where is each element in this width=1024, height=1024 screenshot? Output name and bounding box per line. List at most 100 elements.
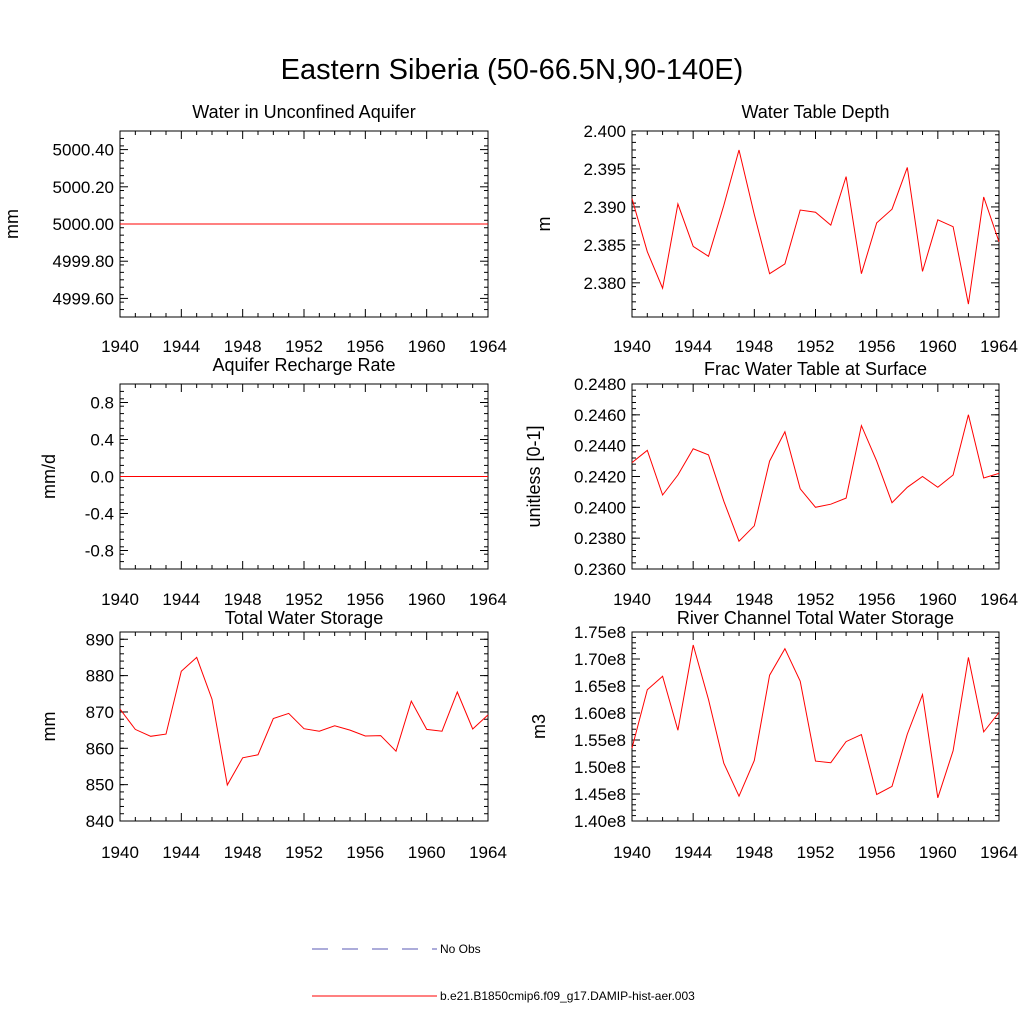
x-tick-label: 1964 <box>980 590 1018 609</box>
series-line <box>631 149 1000 305</box>
panel-title: Water in Unconfined Aquifer <box>192 102 415 122</box>
y-tick-label: -0.8 <box>85 542 114 561</box>
x-tick-label: 1952 <box>285 590 323 609</box>
x-tick-label: 1952 <box>285 337 323 356</box>
x-tick-label: 1960 <box>408 843 446 862</box>
y-tick-label: 0.0 <box>90 468 114 487</box>
x-tick-label: 1964 <box>469 337 507 356</box>
y-tick-label: 1.45e8 <box>574 785 626 804</box>
x-tick-label: 1952 <box>797 843 835 862</box>
y-tick-label: 2.385 <box>583 236 626 255</box>
panel-title: River Channel Total Water Storage <box>677 608 954 628</box>
y-axis-label: unitless [0-1] <box>524 425 544 527</box>
y-axis-label: mm <box>2 209 22 239</box>
x-tick-label: 1944 <box>162 590 200 609</box>
x-tick-label: 1964 <box>469 590 507 609</box>
y-tick-label: 1.75e8 <box>574 623 626 642</box>
y-tick-label: -0.4 <box>85 505 114 524</box>
x-tick-label: 1944 <box>674 590 712 609</box>
y-tick-label: 0.2400 <box>574 498 626 517</box>
x-tick-label: 1940 <box>101 590 139 609</box>
x-tick-label: 1964 <box>469 843 507 862</box>
panel-title: Aquifer Recharge Rate <box>212 355 395 375</box>
x-tick-label: 1948 <box>735 843 773 862</box>
plot-frame <box>631 130 1000 318</box>
panel-2: Water Table Depth m 1940 1944 1948 1952 1956 19… <box>534 102 1018 356</box>
panel-6: River Channel Total Water Storage m3 1940 1… <box>529 608 1018 862</box>
y-tick-label: 2.400 <box>583 122 626 141</box>
y-tick-label: 5000.20 <box>53 178 114 197</box>
x-tick-label: 1956 <box>346 590 384 609</box>
y-tick-label: 1.70e8 <box>574 650 626 669</box>
panel-4: Frac Water Table at Surface unitless [0-1… <box>524 359 1018 609</box>
y-tick-label: 4999.60 <box>53 289 114 308</box>
x-tick-label: 1940 <box>101 337 139 356</box>
y-tick-label: 4999.80 <box>53 252 114 271</box>
y-axis-label: m3 <box>529 714 549 739</box>
legend-no-obs-label: No Obs <box>440 942 481 956</box>
x-tick-label: 1940 <box>101 843 139 862</box>
legend-series-label: b.e21.B1850cmip6.f09_g17.DAMIP-hist-aer.… <box>440 989 695 1003</box>
y-tick-label: 880 <box>86 667 114 686</box>
plot-frame <box>631 383 1000 570</box>
x-tick-label: 1964 <box>980 843 1018 862</box>
x-tick-label: 1948 <box>224 843 262 862</box>
y-tick-label: 0.2480 <box>574 375 626 394</box>
panel-title: Water Table Depth <box>741 102 889 122</box>
y-tick-label: 870 <box>86 703 114 722</box>
x-tick-label: 1952 <box>797 590 835 609</box>
x-tick-label: 1960 <box>919 590 957 609</box>
y-tick-label: 0.2360 <box>574 560 626 579</box>
y-tick-label: 2.390 <box>583 198 626 217</box>
x-tick-label: 1944 <box>674 843 712 862</box>
x-tick-label: 1960 <box>408 590 446 609</box>
series-line <box>119 656 489 787</box>
panel-title: Frac Water Table at Surface <box>704 359 927 379</box>
y-tick-label: 0.2440 <box>574 437 626 456</box>
x-tick-label: 1948 <box>735 337 773 356</box>
plot-frame <box>631 631 1000 822</box>
x-tick-label: 1960 <box>919 337 957 356</box>
plot-frame <box>119 631 489 822</box>
x-tick-label: 1940 <box>613 337 651 356</box>
y-tick-label: 5000.00 <box>53 215 114 234</box>
x-tick-label: 1956 <box>858 337 896 356</box>
x-tick-label: 1960 <box>408 337 446 356</box>
panel-5: Total Water Storage mm 1940 1944 1948 1952 195… <box>39 608 507 862</box>
y-tick-label: 0.2380 <box>574 529 626 548</box>
y-tick-label: 5000.40 <box>53 141 114 160</box>
x-tick-label: 1956 <box>858 843 896 862</box>
y-tick-label: 1.55e8 <box>574 731 626 750</box>
x-tick-label: 1956 <box>346 337 384 356</box>
y-tick-label: 0.2420 <box>574 468 626 487</box>
x-tick-label: 1948 <box>224 337 262 356</box>
panel-title: Total Water Storage <box>225 608 383 628</box>
y-axis-label: mm <box>39 712 59 742</box>
legend: No Obs b.e21.B1850cmip6.f09_g17.DAMIP-hi… <box>312 942 695 1003</box>
y-tick-label: 890 <box>86 630 114 649</box>
figure-title: Eastern Siberia (50-66.5N,90-140E) <box>280 54 744 86</box>
y-tick-label: 1.40e8 <box>574 812 626 831</box>
x-tick-label: 1956 <box>858 590 896 609</box>
x-tick-label: 1940 <box>613 843 651 862</box>
x-tick-label: 1944 <box>674 337 712 356</box>
y-axis-label: mm/d <box>39 454 59 499</box>
y-tick-label: 2.380 <box>583 274 626 293</box>
x-tick-label: 1964 <box>980 337 1018 356</box>
y-tick-label: 0.8 <box>90 394 114 413</box>
x-tick-label: 1948 <box>735 590 773 609</box>
x-tick-label: 1948 <box>224 590 262 609</box>
x-tick-label: 1944 <box>162 843 200 862</box>
y-tick-label: 850 <box>86 776 114 795</box>
x-tick-label: 1952 <box>797 337 835 356</box>
panel-1: Water in Unconfined Aquifer mm 1940 1944 194… <box>2 102 507 356</box>
y-tick-label: 1.65e8 <box>574 677 626 696</box>
y-tick-label: 2.395 <box>583 160 626 179</box>
x-tick-label: 1940 <box>613 590 651 609</box>
x-tick-label: 1952 <box>285 843 323 862</box>
y-tick-label: 860 <box>86 739 114 758</box>
panel-3: Aquifer Recharge Rate mm/d 1940 1944 1948 195… <box>39 355 507 609</box>
y-tick-label: 1.50e8 <box>574 758 626 777</box>
y-tick-label: 840 <box>86 812 114 831</box>
